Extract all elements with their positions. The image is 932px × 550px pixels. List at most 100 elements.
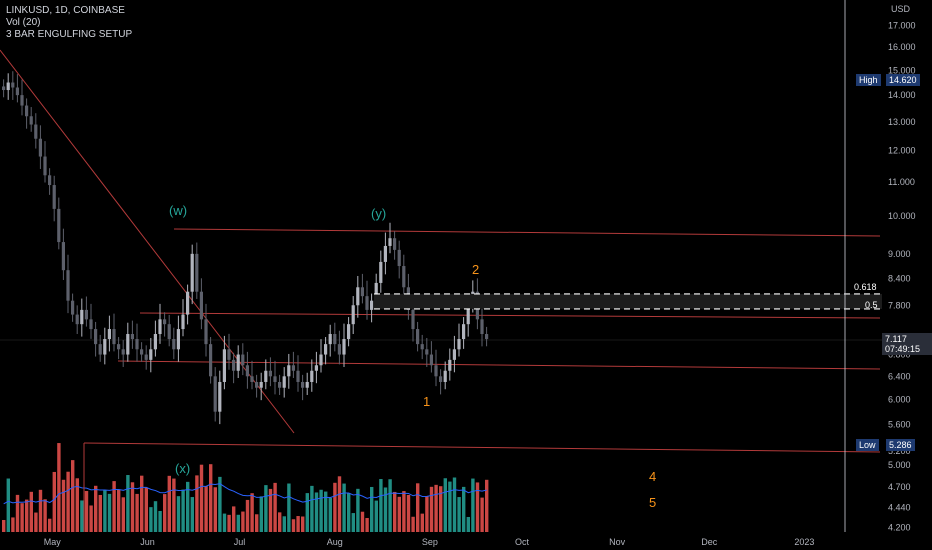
volume-bar [57,443,61,532]
y-tick-label: 14.000 [888,90,916,100]
volume-bar [314,492,319,532]
x-tick-label: Oct [515,537,530,547]
candle-body [388,238,392,246]
volume-bar [342,483,346,532]
candle-body [259,381,263,388]
candle-body [333,334,337,345]
y-tick-label: 9.000 [888,249,911,259]
candle-body [181,314,185,330]
volume-bar [222,513,227,532]
time-axis[interactable]: May Jun Jul Aug Sep Oct Nov Dec 2023 [44,537,815,547]
candle-body [34,124,38,139]
volume-bar [305,493,309,532]
volume-bar [190,497,194,532]
volume-bar [218,476,222,532]
candle-body [57,208,61,243]
volume-bar [204,486,208,532]
candle-body [48,175,52,186]
candle-body [66,270,70,301]
volume-bar [11,517,15,532]
candle-body [29,116,33,125]
volume-bar [245,499,250,532]
candle-body [61,242,65,271]
volume-bar [84,491,89,532]
volume-bar [462,486,466,532]
candlesticks [2,71,489,425]
candle-body [2,86,6,91]
volume-bar [347,493,351,532]
volume-bar [351,513,355,532]
volume-bar [434,484,438,532]
candle-body [351,305,355,325]
candle-body [89,319,93,330]
candle-body [452,349,456,360]
volume-bar [98,494,102,532]
fib-zone[interactable] [374,293,882,310]
volume-bar [149,507,153,532]
volume-bar [107,493,112,532]
candle-body [374,282,378,301]
candle-body [71,300,75,315]
volume-bar [475,482,480,532]
volume-bar [402,491,406,532]
volume-bar [48,518,52,532]
trendlines[interactable] [0,49,881,532]
volume-bar [34,512,38,532]
candle-body [310,370,314,382]
volume-bar [140,475,144,532]
y-tick-label: 6.400 [888,371,911,381]
candle-body [227,349,231,360]
candle-body [342,339,346,355]
volume-bar [291,519,296,532]
volume-bar [383,487,388,532]
volume-bar [213,487,217,532]
volume-bar [227,514,231,532]
volume-bar [186,481,190,532]
y-tick-label: 7.800 [888,300,911,310]
candle-body [218,381,222,412]
volume-bar [457,497,461,532]
candle-body [149,349,153,360]
volume-bar [287,483,291,532]
volume-bar [356,488,360,532]
volume-bar [268,488,273,532]
x-tick-label: May [44,537,62,547]
candle-body [287,365,291,377]
y-tick-label: 8.400 [888,274,911,284]
y-tick-label: 10.000 [888,211,916,221]
volume-bar [236,514,240,532]
candle-body [241,354,245,366]
candle-body [144,354,148,360]
candle-body [153,334,157,350]
y-tick-label: 5.600 [888,419,911,429]
candle-body [448,359,452,371]
volume-bar [388,479,392,532]
volume-bar [117,489,121,532]
candle-body [485,334,489,340]
volume-bar [80,500,84,532]
candle-body [383,245,387,262]
wave-label-y: (y) [371,206,387,221]
candle-body [296,370,300,382]
candle-body [457,339,461,350]
price-axis[interactable]: 17.000 16.000 15.000 14.000 13.000 12.000 11.0… [888,20,916,532]
wave-label-x: (x) [175,461,191,476]
wave-label-4: 4 [649,469,657,484]
candle-body [273,376,277,382]
candle-body [282,376,286,388]
volume-bar [172,478,176,532]
candle-body [140,349,144,355]
volume-bar [452,477,457,532]
candle-body [434,365,438,377]
volume-bar [471,478,475,532]
candle-body [480,319,484,335]
trendline [139,312,881,319]
candle-body [167,324,171,340]
trendline [117,360,881,370]
y-tick-label: 13.000 [888,117,916,127]
candle-body [209,344,213,377]
candle-body [416,329,420,345]
candle-body [117,344,121,350]
volume-bar [153,501,158,532]
